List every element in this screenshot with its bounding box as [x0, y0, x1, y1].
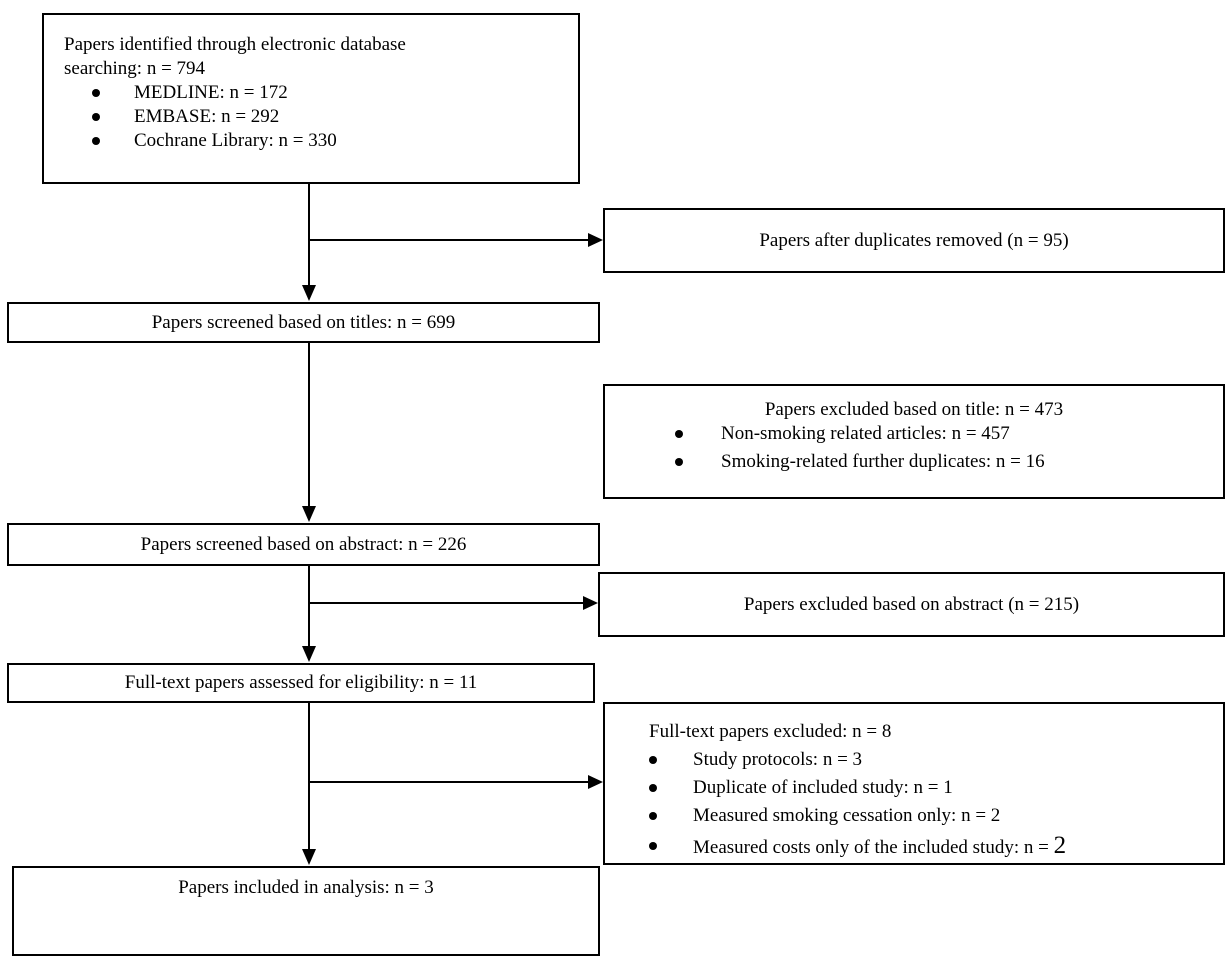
duplicates-removed-text: Papers after duplicates removed (n = 95): [759, 229, 1069, 251]
included-box: Papers included in analysis: n = 3: [12, 866, 600, 956]
identified-box: Papers identified through electronic dat…: [42, 13, 580, 184]
bullet-icon: [92, 137, 100, 145]
arrowhead-titles: [302, 285, 316, 301]
list-item: Measured costs only of the included stud…: [649, 832, 1223, 860]
arrowhead-included: [302, 849, 316, 865]
excluded-title-box: Papers excluded based on title: n = 473 …: [603, 384, 1225, 499]
bullet-icon: [649, 756, 657, 764]
screened-titles-text: Papers screened based on titles: n = 699: [151, 311, 456, 333]
fulltext-excluded-list: Study protocols: n = 3 Duplicate of incl…: [649, 748, 1223, 860]
costs-count-value: 2: [1053, 832, 1067, 859]
list-item: Duplicate of included study: n = 1: [649, 776, 1223, 800]
excluded-title-heading: Papers excluded based on title: n = 473: [764, 399, 1064, 420]
identified-sources-list: MEDLINE: n = 172 EMBASE: n = 292 Cochran…: [92, 81, 578, 153]
bullet-icon: [92, 113, 100, 121]
arrowhead-excluded-abstract: [583, 596, 598, 610]
included-text: Papers included in analysis: n = 3: [178, 877, 434, 898]
screened-abstract-text: Papers screened based on abstract: n = 2…: [140, 533, 467, 555]
list-item: EMBASE: n = 292: [92, 105, 578, 129]
bullet-icon: [675, 430, 683, 438]
arrowhead-fulltext-excluded: [588, 775, 603, 789]
list-item: MEDLINE: n = 172: [92, 81, 578, 105]
arrowhead-duplicates: [588, 233, 603, 247]
excluded-title-list: Non-smoking related articles: n = 457 Sm…: [675, 422, 1223, 474]
fulltext-excluded-box: Full-text papers excluded: n = 8 Study p…: [603, 702, 1225, 865]
fulltext-assessed-box: Full-text papers assessed for eligibilit…: [7, 663, 595, 703]
fulltext-excluded-heading: Full-text papers excluded: n = 8: [649, 721, 892, 742]
arrowhead-fulltext: [302, 646, 316, 662]
list-item: Cochrane Library: n = 330: [92, 129, 578, 153]
bullet-icon: [92, 89, 100, 97]
bullet-icon: [649, 812, 657, 820]
bullet-icon: [675, 458, 683, 466]
duplicates-removed-box: Papers after duplicates removed (n = 95): [603, 208, 1225, 273]
list-item: Smoking-related further duplicates: n = …: [675, 450, 1223, 474]
excluded-abstract-text: Papers excluded based on abstract (n = 2…: [743, 593, 1080, 615]
fulltext-assessed-text: Full-text papers assessed for eligibilit…: [124, 672, 478, 693]
identified-line1: Papers identified through electronic dat…: [64, 34, 406, 55]
screened-titles-box: Papers screened based on titles: n = 699: [7, 302, 600, 343]
list-item: Measured smoking cessation only: n = 2: [649, 804, 1223, 828]
bullet-icon: [649, 784, 657, 792]
excluded-abstract-box: Papers excluded based on abstract (n = 2…: [598, 572, 1225, 637]
identified-line2: searching: n = 794: [64, 58, 206, 79]
list-item: Study protocols: n = 3: [649, 748, 1223, 772]
list-item: Non-smoking related articles: n = 457: [675, 422, 1223, 446]
arrowhead-abstract: [302, 506, 316, 522]
bullet-icon: [649, 842, 657, 850]
screened-abstract-box: Papers screened based on abstract: n = 2…: [7, 523, 600, 566]
